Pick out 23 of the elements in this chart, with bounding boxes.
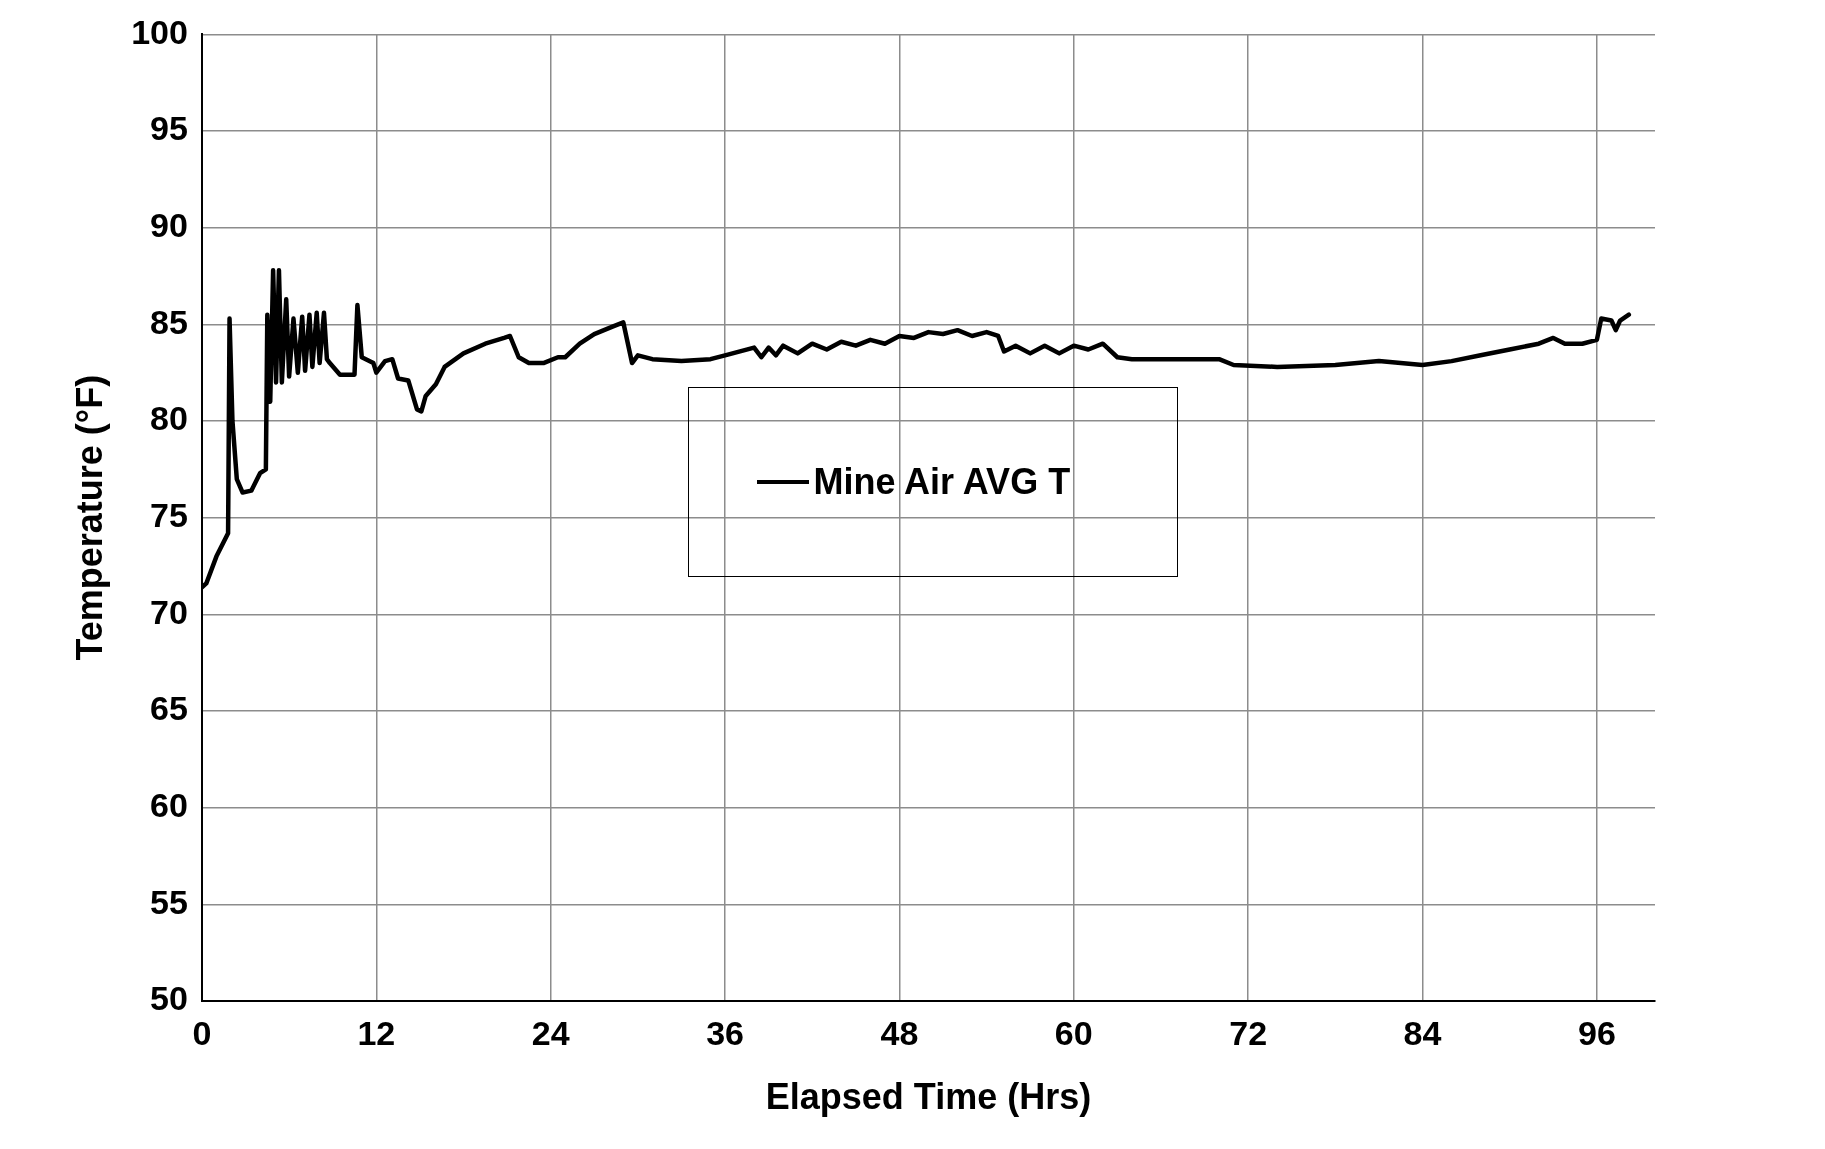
y-tick-label: 60 — [150, 786, 188, 825]
y-tick-label: 85 — [150, 302, 188, 341]
x-tick-label: 48 — [880, 1013, 919, 1052]
x-tick-label: 96 — [1577, 1013, 1616, 1052]
x-tick-label: 0 — [192, 1013, 212, 1052]
x-tick-label: 36 — [706, 1013, 744, 1052]
x-tick-label: 72 — [1229, 1013, 1268, 1052]
x-tick-label: 60 — [1054, 1013, 1093, 1052]
legend-label: Mine Air AVG T — [813, 460, 1071, 503]
y-tick-label: 70 — [150, 592, 188, 631]
y-tick-label: 80 — [150, 399, 188, 438]
x-tick-label: 24 — [531, 1013, 570, 1052]
y-tick-label: 65 — [150, 689, 188, 728]
y-tick-label: 55 — [150, 882, 188, 921]
y-tick-label: 100 — [131, 12, 188, 51]
x-axis-title: Elapsed Time (Hrs) — [765, 1076, 1092, 1118]
y-tick-label: 95 — [150, 109, 188, 148]
y-tick-label: 90 — [150, 206, 188, 245]
x-tick-label: 84 — [1403, 1013, 1442, 1052]
y-tick-label: 50 — [150, 979, 188, 1018]
y-tick-label: 75 — [150, 496, 188, 535]
y-axis-title: Temperature (°F) — [68, 374, 110, 661]
x-tick-label: 12 — [357, 1013, 396, 1052]
